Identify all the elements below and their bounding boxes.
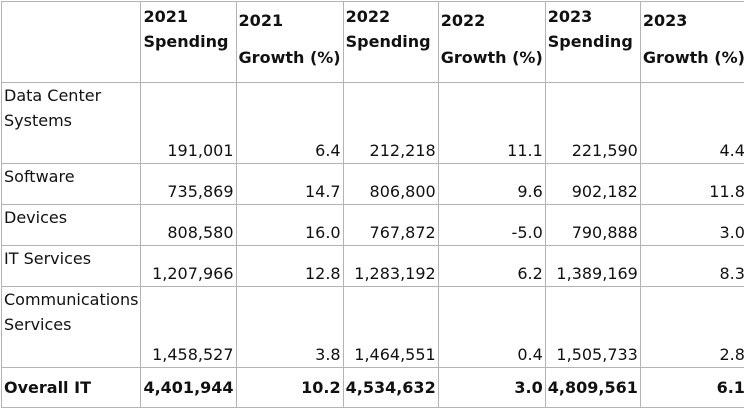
cell-2023-spending: 1,505,733 [544,286,641,368]
cell-2021-growth: 12.8 [235,245,344,287]
header-2022-growth: 2022 Growth (%) [437,1,546,83]
cell-2022-spending: 1,464,551 [342,286,439,368]
table-row: Data Center Systems 191,001 6.4 212,218 … [0,82,744,164]
cell-2023-growth: 4.4 [639,82,744,164]
row-label: Devices [0,204,142,246]
header-2021-growth: 2021 Growth (%) [235,1,344,83]
cell-2021-growth: 3.8 [235,286,344,368]
header-blank [0,1,142,83]
row-label: Data Center Systems [0,82,142,164]
row-label: IT Services [0,245,142,287]
header-2023-growth: 2023 Growth (%) [639,1,744,83]
cell-2021-spending: 808,580 [140,204,237,246]
cell-2023-spending: 790,888 [544,204,641,246]
total-2021-spending: 4,401,944 [140,367,237,408]
cell-2022-spending: 806,800 [342,163,439,205]
row-label: Communications Services [0,286,142,368]
cell-2021-spending: 735,869 [140,163,237,205]
cell-2023-growth: 2.8 [639,286,744,368]
total-2022-growth: 3.0 [437,367,546,408]
cell-2021-spending: 1,207,966 [140,245,237,287]
cell-2022-spending: 212,218 [342,82,439,164]
cell-2022-spending: 1,283,192 [342,245,439,287]
cell-2021-growth: 16.0 [235,204,344,246]
header-row: 2021 Spending 2021 Growth (%) 2022 Spending… [0,1,744,83]
table-row: Devices 808,580 16.0 767,872 -5.0 790,88… [0,204,744,246]
total-2023-spending: 4,809,561 [544,367,641,408]
cell-2022-growth: -5.0 [437,204,546,246]
cell-2022-spending: 767,872 [342,204,439,246]
cell-2021-growth: 14.7 [235,163,344,205]
cell-2023-growth: 3.0 [639,204,744,246]
total-label: Overall IT [0,367,142,408]
total-2021-growth: 10.2 [235,367,344,408]
total-2022-spending: 4,534,632 [342,367,439,408]
cell-2023-spending: 902,182 [544,163,641,205]
cell-2021-spending: 1,458,527 [140,286,237,368]
header-2023-spending: 2023 Spending [544,1,641,83]
table-row: IT Services 1,207,966 12.8 1,283,192 6.2… [0,245,744,287]
table-row: Software 735,869 14.7 806,800 9.6 902,18… [0,163,744,205]
cell-2022-growth: 6.2 [437,245,546,287]
cell-2023-growth: 8.3 [639,245,744,287]
cell-2023-growth: 11.8 [639,163,744,205]
cell-2022-growth: 11.1 [437,82,546,164]
row-label: Software [0,163,142,205]
cell-2023-spending: 1,389,169 [544,245,641,287]
cell-2023-spending: 221,590 [544,82,641,164]
total-2023-growth: 6.1 [639,367,744,408]
table-row: Communications Services 1,458,527 3.8 1,… [0,286,744,368]
header-2021-spending: 2021 Spending [140,1,237,83]
cell-2021-growth: 6.4 [235,82,344,164]
header-2022-spending: 2022 Spending [342,1,439,83]
cell-2022-growth: 9.6 [437,163,546,205]
cell-2021-spending: 191,001 [140,82,237,164]
total-row: Overall IT 4,401,944 10.2 4,534,632 3.0 … [0,367,744,408]
cell-2022-growth: 0.4 [437,286,546,368]
